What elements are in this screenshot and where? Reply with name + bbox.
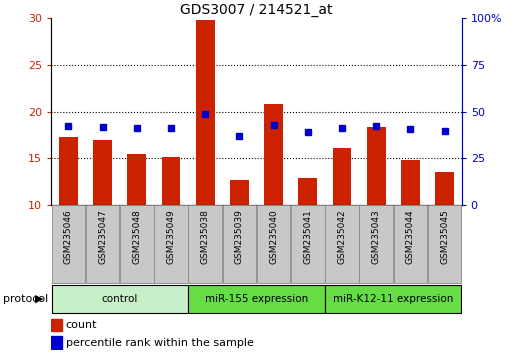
Text: GSM235042: GSM235042 bbox=[338, 209, 346, 264]
Text: ▶: ▶ bbox=[35, 294, 44, 304]
Text: protocol: protocol bbox=[3, 294, 48, 304]
FancyBboxPatch shape bbox=[120, 205, 153, 283]
Bar bbox=[162, 158, 181, 205]
FancyBboxPatch shape bbox=[188, 205, 222, 283]
Text: miR-155 expression: miR-155 expression bbox=[205, 294, 308, 304]
FancyBboxPatch shape bbox=[154, 205, 188, 283]
FancyBboxPatch shape bbox=[188, 285, 325, 314]
Text: GSM235040: GSM235040 bbox=[269, 209, 278, 264]
FancyBboxPatch shape bbox=[86, 205, 120, 283]
FancyBboxPatch shape bbox=[52, 285, 188, 314]
Text: GSM235038: GSM235038 bbox=[201, 209, 210, 264]
Text: GSM235045: GSM235045 bbox=[440, 209, 449, 264]
Text: GSM235049: GSM235049 bbox=[167, 209, 175, 264]
FancyBboxPatch shape bbox=[325, 285, 461, 314]
Text: miR-K12-11 expression: miR-K12-11 expression bbox=[333, 294, 453, 304]
Text: GSM235044: GSM235044 bbox=[406, 209, 415, 264]
Text: GSM235046: GSM235046 bbox=[64, 209, 73, 264]
FancyBboxPatch shape bbox=[325, 205, 359, 283]
Text: GSM235043: GSM235043 bbox=[372, 209, 381, 264]
Text: GSM235047: GSM235047 bbox=[98, 209, 107, 264]
Bar bbox=[401, 160, 420, 205]
FancyBboxPatch shape bbox=[393, 205, 427, 283]
Bar bbox=[367, 127, 386, 205]
FancyBboxPatch shape bbox=[257, 205, 290, 283]
Text: GSM235041: GSM235041 bbox=[303, 209, 312, 264]
Text: GSM235039: GSM235039 bbox=[235, 209, 244, 264]
Bar bbox=[435, 172, 454, 205]
Bar bbox=[93, 139, 112, 205]
Bar bbox=[59, 137, 78, 205]
FancyBboxPatch shape bbox=[223, 205, 256, 283]
Text: GSM235048: GSM235048 bbox=[132, 209, 141, 264]
FancyBboxPatch shape bbox=[52, 205, 85, 283]
Bar bbox=[332, 148, 351, 205]
FancyBboxPatch shape bbox=[291, 205, 325, 283]
FancyBboxPatch shape bbox=[360, 205, 393, 283]
Bar bbox=[51, 336, 62, 349]
Bar bbox=[299, 178, 317, 205]
Bar bbox=[127, 154, 146, 205]
Text: count: count bbox=[66, 320, 97, 330]
FancyBboxPatch shape bbox=[428, 205, 461, 283]
Bar bbox=[196, 19, 214, 205]
Title: GDS3007 / 214521_at: GDS3007 / 214521_at bbox=[180, 3, 333, 17]
Text: control: control bbox=[102, 294, 138, 304]
Bar bbox=[51, 319, 62, 331]
Bar bbox=[230, 180, 249, 205]
Text: percentile rank within the sample: percentile rank within the sample bbox=[66, 338, 253, 348]
Bar bbox=[264, 104, 283, 205]
